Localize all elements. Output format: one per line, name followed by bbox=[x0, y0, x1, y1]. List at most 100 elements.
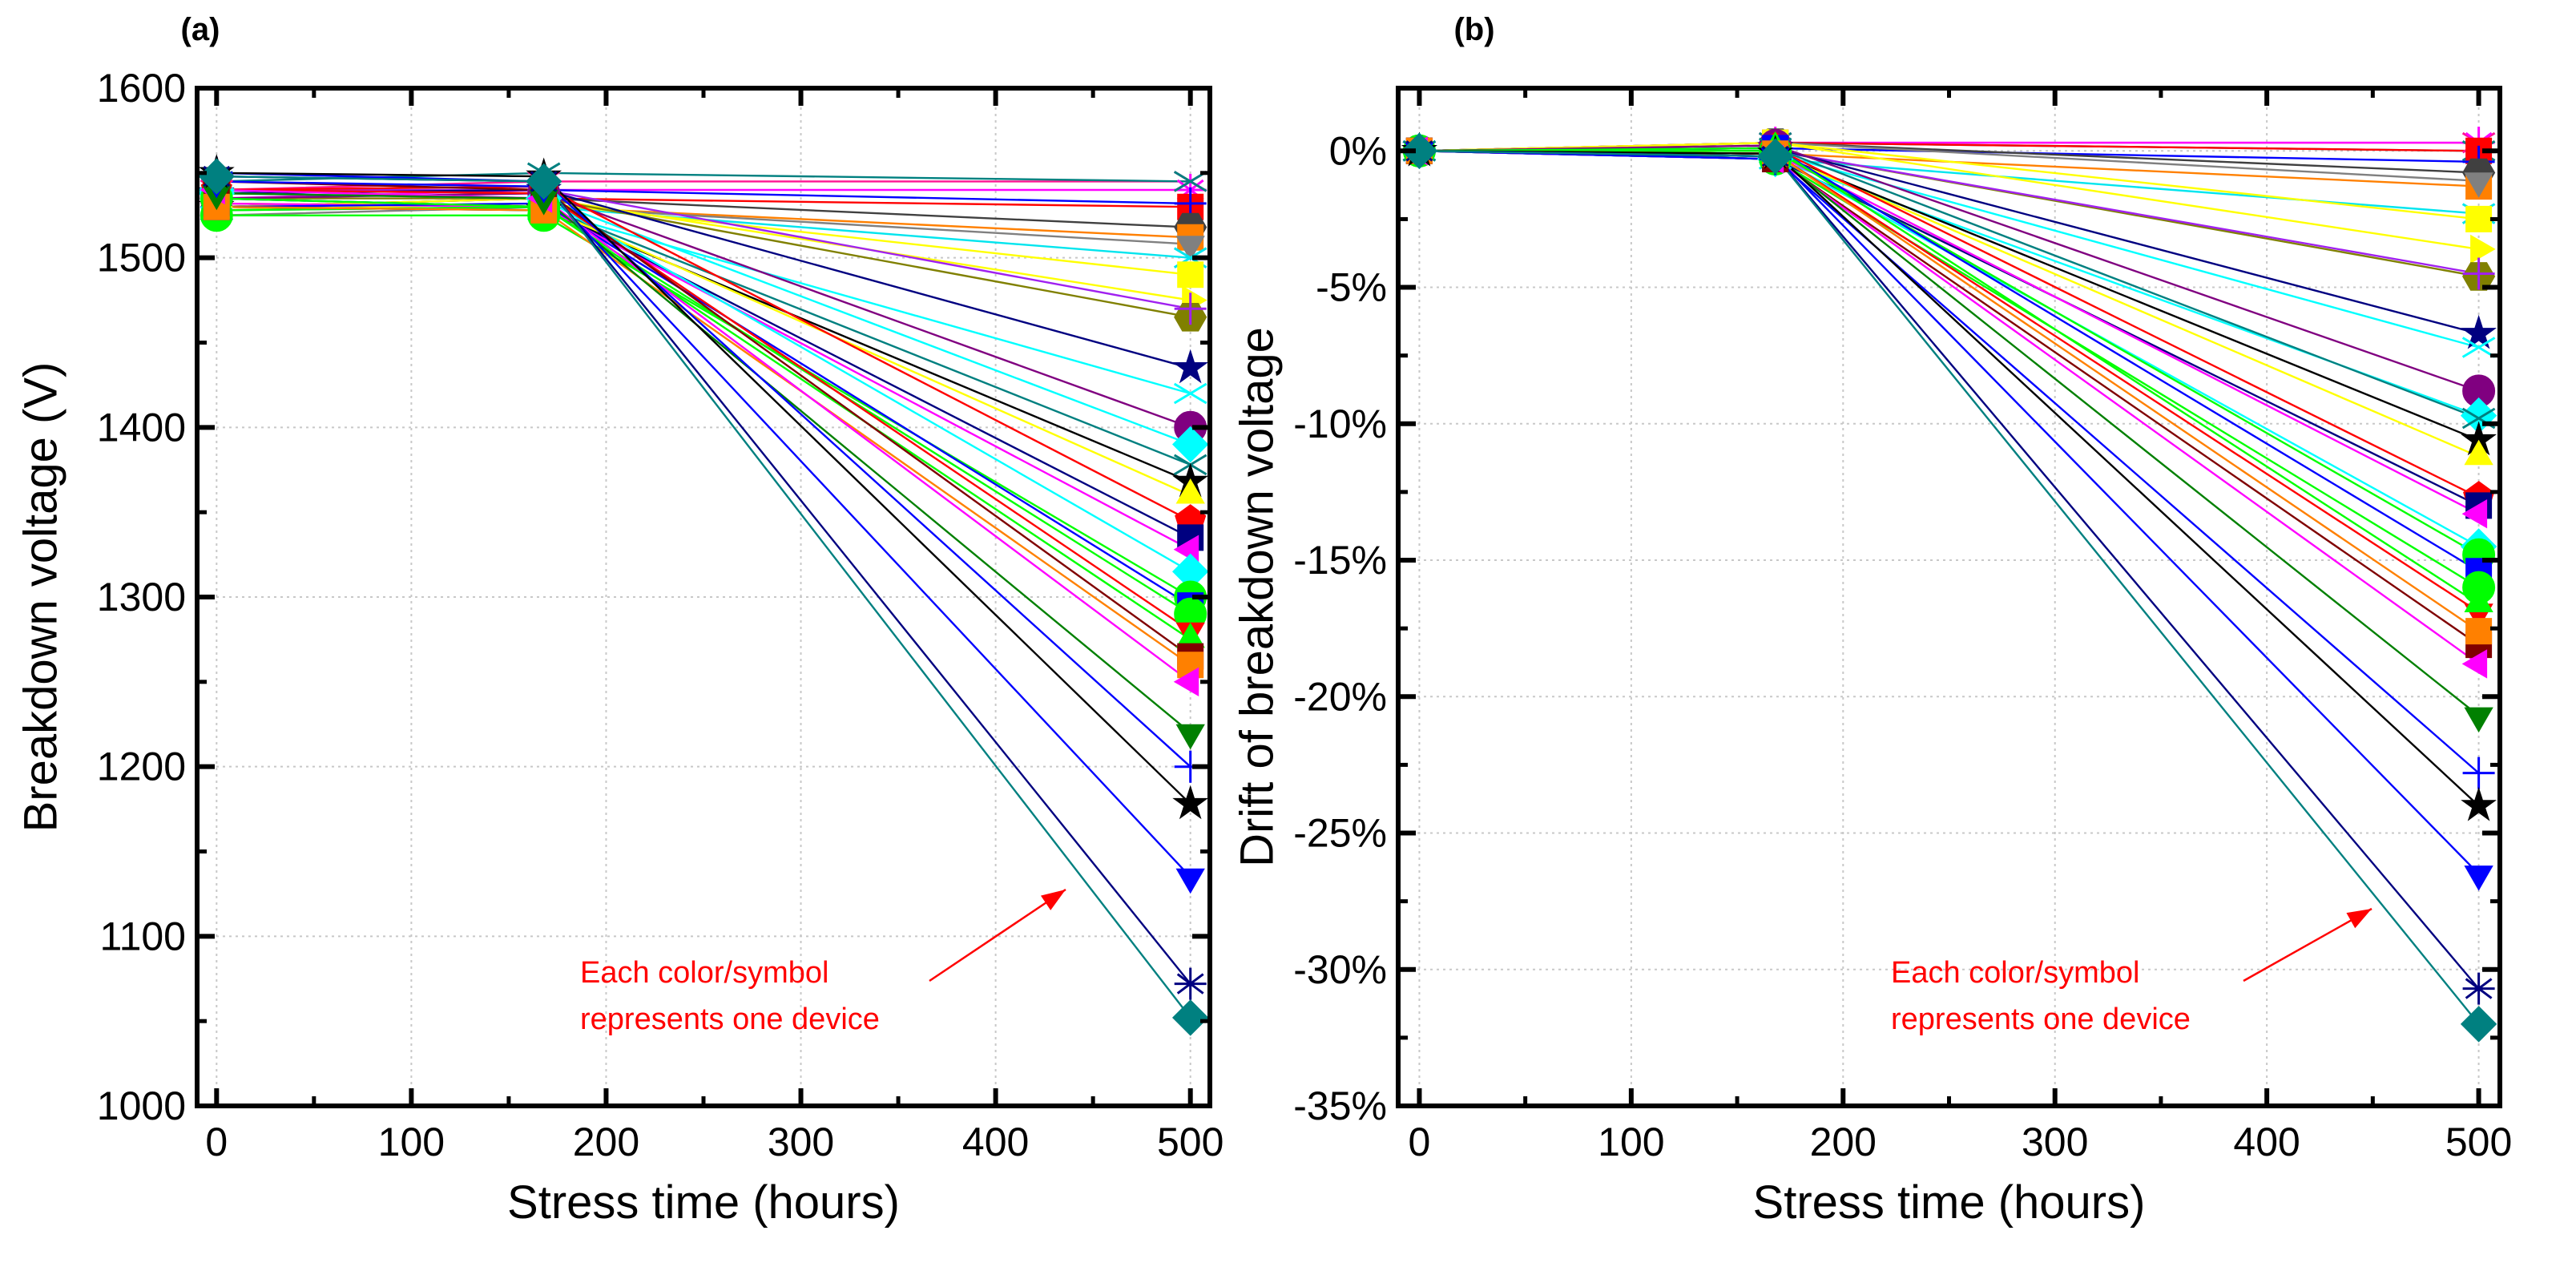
data-point-plus bbox=[2462, 257, 2495, 290]
data-point-diamond bbox=[198, 158, 236, 195]
data-point-tri-down bbox=[1175, 868, 1205, 894]
y-tick-label: 1200 bbox=[97, 744, 186, 789]
x-tick-label: 200 bbox=[573, 1120, 639, 1164]
x-axis-label: Stress time (hours) bbox=[1753, 1176, 2146, 1229]
x-tick-label: 500 bbox=[2445, 1120, 2512, 1164]
series-line-device-32 bbox=[216, 188, 1191, 683]
data-point-square bbox=[2465, 205, 2493, 232]
annotation-arrow bbox=[2243, 907, 2372, 982]
data-point-star bbox=[2461, 314, 2497, 349]
x-tick-label: 200 bbox=[1810, 1120, 1877, 1164]
y-tick-label: 1500 bbox=[97, 236, 186, 280]
y-tick-label: -35% bbox=[1293, 1083, 1387, 1128]
series-line-device-31 bbox=[216, 206, 1191, 666]
annotation-arrowhead-icon bbox=[1040, 890, 1066, 910]
y-tick-label: 1300 bbox=[97, 575, 186, 619]
y-tick-label: 1400 bbox=[97, 405, 186, 450]
series-line-device-35 bbox=[216, 171, 1191, 805]
series-line-device-36 bbox=[216, 180, 1191, 878]
data-point-asterisk bbox=[2462, 972, 2495, 1005]
y-tick-label: 1100 bbox=[99, 914, 186, 958]
x-tick-label: 400 bbox=[962, 1120, 1029, 1164]
data-point-x bbox=[1173, 382, 1207, 405]
panel-label: (b) bbox=[1453, 12, 1494, 47]
series-line-device-29 bbox=[216, 205, 1191, 640]
data-point-tri-left bbox=[2461, 649, 2488, 679]
data-point-x bbox=[2461, 337, 2496, 358]
y-tick-label: 1000 bbox=[97, 1083, 186, 1128]
series-line-device-26 bbox=[216, 202, 1191, 607]
data-point-asterisk bbox=[1174, 967, 1207, 1000]
data-point-tri-left bbox=[2461, 499, 2488, 529]
y-tick-label: 1600 bbox=[97, 66, 186, 111]
data-point-square bbox=[1177, 261, 1204, 288]
data-point-x bbox=[1173, 171, 1207, 192]
y-axis-label: Drift of breakdown voltage bbox=[1231, 327, 1283, 867]
data-point-tri-left bbox=[1173, 667, 1199, 696]
x-tick-label: 0 bbox=[1409, 1120, 1431, 1164]
data-point-tri-down bbox=[1175, 724, 1205, 750]
data-point-star bbox=[1172, 349, 1209, 384]
data-point-diamond bbox=[525, 163, 562, 200]
data-point-tri-down bbox=[2464, 172, 2493, 198]
data-point-tri-up bbox=[2464, 587, 2493, 612]
x-tick-label: 300 bbox=[768, 1120, 834, 1164]
annotation-line-2: represents one device bbox=[1891, 1003, 2191, 1036]
y-tick-label: -25% bbox=[1293, 811, 1387, 856]
annotation-arrowhead-icon bbox=[2346, 909, 2372, 929]
data-point-diamond bbox=[1401, 132, 1438, 170]
series-line-device-14 bbox=[1419, 147, 2479, 335]
series-line-device-35 bbox=[1419, 150, 2480, 807]
data-point-tri-up bbox=[2464, 439, 2493, 466]
series-line-device-34 bbox=[216, 171, 1191, 768]
data-point-diamond bbox=[1171, 426, 1209, 463]
x-tick-label: 500 bbox=[1157, 1120, 1223, 1164]
annotation-arrow bbox=[929, 888, 1066, 982]
series-line-device-30 bbox=[216, 180, 1191, 658]
data-point-star bbox=[2461, 786, 2497, 821]
data-point-diamond bbox=[1756, 138, 1794, 175]
series-line-device-37 bbox=[1419, 150, 2480, 990]
series-line-device-8 bbox=[216, 205, 1191, 245]
data-point-plus bbox=[1174, 293, 1207, 325]
data-point-diamond bbox=[2460, 1006, 2497, 1043]
data-point-tri-down bbox=[1175, 236, 1205, 261]
x-tick-label: 100 bbox=[1598, 1120, 1664, 1164]
y-tick-label: -10% bbox=[1293, 401, 1387, 446]
series-line-device-37 bbox=[216, 175, 1191, 985]
x-tick-label: 100 bbox=[378, 1120, 445, 1164]
data-point-plus bbox=[2462, 757, 2495, 789]
panel-b: 0 100 200 300 400 500 -35% -30% -25% -20% -15% -10%… bbox=[1231, 12, 2512, 1229]
x-tick-label: 300 bbox=[2022, 1120, 2088, 1164]
annotation-line-2: represents one device bbox=[580, 1003, 880, 1036]
annotation-line-1: Each color/symbol bbox=[580, 956, 828, 990]
data-point-square bbox=[2465, 618, 2493, 645]
series-line-device-28 bbox=[1419, 150, 2480, 613]
data-point-tri-right bbox=[2470, 234, 2496, 264]
series-line-device-24 bbox=[1419, 150, 2480, 548]
data-point-tri-down bbox=[2464, 707, 2493, 733]
data-point-star bbox=[1172, 785, 1209, 820]
data-point-tri-up bbox=[1175, 478, 1205, 504]
data-point-diamond bbox=[1171, 999, 1209, 1036]
annotation-line-1: Each color/symbol bbox=[1891, 956, 2139, 990]
data-point-circle bbox=[2462, 374, 2496, 408]
y-tick-label: -30% bbox=[1293, 947, 1387, 992]
x-tick-label: 0 bbox=[205, 1120, 228, 1164]
series-line-device-22 bbox=[1419, 150, 2480, 506]
series-line-device-19 bbox=[216, 206, 1191, 483]
series-line-device-36 bbox=[1419, 150, 2480, 875]
y-axis-label: Breakdown voltage (V) bbox=[14, 362, 67, 833]
data-point-tri-down bbox=[2464, 865, 2493, 891]
x-axis-label: Stress time (hours) bbox=[507, 1176, 900, 1229]
panel-label: (a) bbox=[181, 12, 220, 47]
series-line-device-38 bbox=[1419, 150, 2480, 1025]
panel-a: 0 100 200 300 400 500 1000 1100 1200 1300 1400 1500… bbox=[14, 12, 1223, 1229]
series-line-device-25 bbox=[1419, 150, 2480, 556]
y-tick-label: -5% bbox=[1316, 265, 1387, 310]
x-tick-label: 400 bbox=[2233, 1120, 2300, 1164]
y-tick-label: -20% bbox=[1293, 674, 1387, 719]
y-tick-label: 0% bbox=[1329, 128, 1387, 173]
y-tick-label: -15% bbox=[1293, 538, 1387, 583]
